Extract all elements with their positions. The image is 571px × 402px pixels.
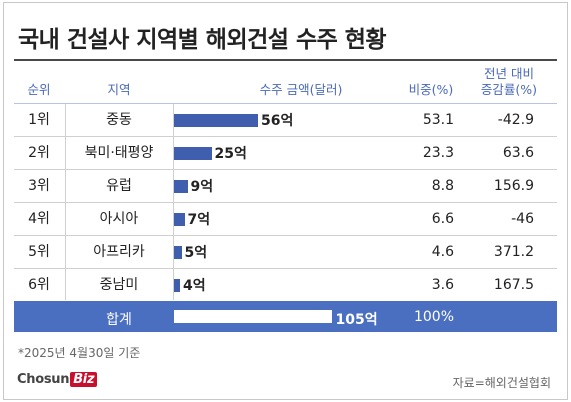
- share-cell: 3.6: [431, 277, 454, 293]
- rank-cell: 2위: [28, 145, 50, 161]
- region-cell: 아시아: [99, 211, 139, 227]
- title-divider: [14, 59, 557, 61]
- column-divider: [173, 104, 174, 300]
- row-divider: [14, 235, 557, 236]
- chosunbiz-logo: Chosun Biz: [17, 372, 98, 387]
- chart-title: 국내 건설사 지역별 해외건설 수주 현황: [18, 27, 387, 53]
- total-bar: [174, 310, 332, 323]
- total-amount-label: 105억: [335, 312, 378, 328]
- bar-value-label: 56억: [261, 112, 294, 129]
- rank-cell: 1위: [28, 112, 50, 128]
- header-change-line1: 전년 대비: [484, 66, 534, 81]
- header-amount: 수주 금액(달러): [259, 82, 343, 97]
- bar-value-label: 25억: [214, 145, 247, 162]
- change-cell: -46: [511, 211, 534, 227]
- change-cell: 371.2: [493, 244, 534, 260]
- bar-1: [174, 114, 258, 127]
- share-cell: 4.6: [431, 244, 454, 260]
- bar-6: [174, 279, 180, 292]
- share-cell: 23.3: [422, 145, 454, 161]
- region-cell: 북미·태평양: [84, 145, 154, 161]
- bar-5: [174, 246, 182, 259]
- bar-value-label: 4억: [183, 277, 206, 294]
- chart-frame: [3, 2, 568, 400]
- header-region: 지역: [107, 82, 131, 97]
- footnote: *2025년 4월30일 기준: [18, 346, 141, 360]
- column-divider: [65, 104, 66, 300]
- rank-cell: 4위: [28, 211, 50, 227]
- rank-cell: 6위: [28, 277, 50, 293]
- header-change-line2: 증감률(%): [480, 82, 538, 97]
- row-divider: [14, 169, 557, 170]
- region-cell: 중남미: [99, 277, 139, 293]
- bar-value-label: 7억: [187, 211, 211, 228]
- rank-cell: 3위: [28, 178, 50, 194]
- total-label: 합계: [106, 312, 132, 328]
- region-cell: 아프리카: [93, 244, 145, 260]
- share-cell: 6.6: [431, 211, 454, 227]
- row-divider: [14, 136, 557, 137]
- bar-value-label: 5억: [184, 244, 208, 261]
- header-share: 비중(%): [408, 82, 454, 97]
- share-cell: 53.1: [422, 112, 454, 128]
- row-divider: [14, 268, 557, 269]
- share-cell: 8.8: [431, 178, 454, 194]
- change-cell: 167.5: [493, 277, 534, 293]
- bar-4: [174, 213, 185, 226]
- header-divider: [14, 103, 557, 104]
- change-cell: 63.6: [502, 145, 534, 161]
- region-cell: 중동: [106, 112, 132, 128]
- bar-value-label: 9억: [190, 178, 214, 195]
- rank-cell: 5위: [28, 244, 50, 260]
- header-rank: 순위: [27, 82, 51, 97]
- region-cell: 유럽: [106, 178, 132, 194]
- change-cell: 156.9: [493, 178, 534, 194]
- row-divider: [14, 202, 557, 203]
- bar-2: [174, 147, 212, 160]
- change-cell: -42.9: [497, 112, 534, 128]
- total-share: 100%: [413, 309, 454, 325]
- source-note: 자료=해외건설협회: [452, 376, 551, 390]
- bar-3: [174, 180, 188, 193]
